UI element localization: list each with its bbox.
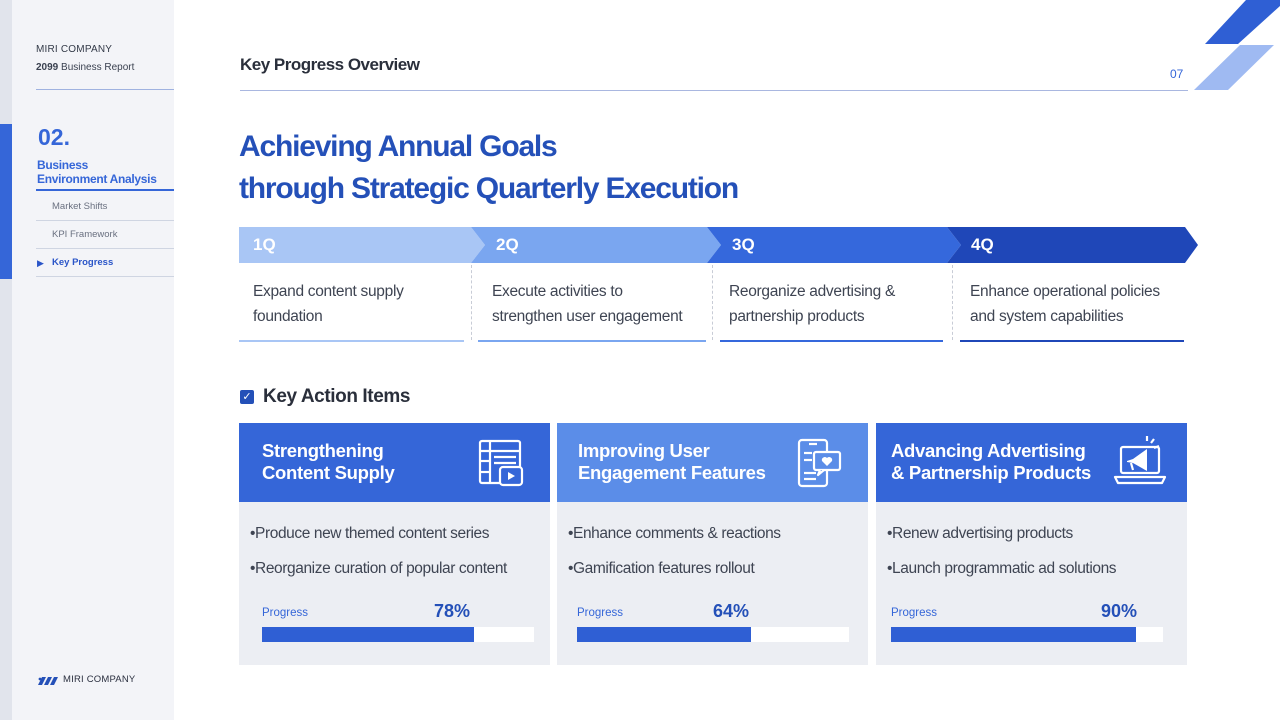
section-number: 02. — [38, 124, 70, 150]
headline-line1: Achieving Annual Goals — [239, 130, 558, 163]
sidebar: MIRI COMPANY 2099 Business Report 02. Bu… — [0, 0, 174, 720]
quarter-2-line1: Execute activities to — [492, 283, 623, 300]
action-bullet: •Gamification features rollout — [568, 560, 755, 577]
action-card-title: Advancing Advertising & Partnership Prod… — [891, 440, 1091, 484]
section-underline — [36, 189, 174, 191]
headline: Achieving Annual Goals through Strategic… — [239, 126, 739, 210]
progress-label: Progress — [891, 607, 938, 619]
brand-logo-icon — [38, 676, 58, 685]
action-card-header: Improving User Engagement Features — [557, 423, 868, 502]
sidebar-item-key-progress[interactable]: ▶ Key Progress — [36, 249, 174, 277]
sidebar-accent-bar — [0, 124, 12, 279]
quarter-2-arrow — [471, 227, 721, 263]
sidebar-item-label: KPI Framework — [52, 229, 118, 240]
action-card-title: Strengthening Content Supply — [262, 440, 395, 484]
action-bullet: •Enhance comments & reactions — [568, 525, 781, 542]
section-title-line1: Business — [37, 158, 88, 172]
quarter-2-underline — [478, 340, 706, 342]
action-bullet: •Reorganize curation of popular content — [250, 560, 507, 577]
progress-bar — [577, 627, 849, 642]
sidebar-item-label: Key Progress — [52, 257, 114, 268]
action-card-title-line1: Advancing Advertising — [891, 440, 1086, 461]
action-card-content-supply: Strengthening Content Supply •Produce ne… — [239, 423, 550, 665]
megaphone-laptop-icon — [1113, 436, 1167, 485]
quarter-2-label: 2Q — [496, 235, 519, 254]
quarter-1-line1: Expand content supply — [253, 283, 404, 300]
checkbox-icon: ✓ — [240, 390, 254, 404]
page-number: 07 — [1170, 67, 1184, 81]
progress-bar — [262, 627, 534, 642]
action-bullet: •Renew advertising products — [887, 525, 1073, 542]
progress-label: Progress — [262, 607, 309, 619]
header-divider — [240, 90, 1188, 91]
quarter-1-underline — [239, 340, 464, 342]
quarter-2-description: Execute activities to strengthen user en… — [492, 279, 683, 329]
quarter-4-label: 4Q — [971, 235, 994, 254]
play-arrow-icon: ▶ — [37, 258, 44, 268]
quarter-4-line2: and system capabilities — [970, 308, 1124, 325]
headline-line2: through Strategic Quarterly Execution — [239, 172, 739, 205]
key-actions-title: Key Action Items — [263, 386, 411, 407]
progress-value: 78% — [434, 601, 471, 621]
action-card-title: Improving User Engagement Features — [578, 440, 766, 484]
quarter-4-line1: Enhance operational policies — [970, 283, 1160, 300]
quarter-3-line1: Reorganize advertising & — [729, 283, 895, 300]
action-bullet: •Launch programmatic ad solutions — [887, 560, 1117, 577]
company-name: MIRI COMPANY — [36, 44, 113, 55]
content-grid-icon — [478, 439, 524, 487]
quarter-divider — [471, 265, 472, 340]
quarter-3-arrow — [707, 227, 961, 263]
action-card-header: Strengthening Content Supply — [239, 423, 550, 502]
sidebar-divider — [36, 89, 174, 90]
action-card-user-engagement: Improving User Engagement Features •Enha… — [557, 423, 868, 665]
section-title[interactable]: Business Environment Analysis — [37, 158, 177, 186]
progress-bar-fill — [891, 627, 1136, 642]
quarter-timeline — [239, 227, 1198, 263]
sidebar-item-market-shifts[interactable]: Market Shifts — [36, 193, 174, 221]
brand-footer: MIRI COMPANY — [38, 674, 135, 685]
report-label: Business Report — [61, 62, 135, 73]
action-card-title-line2: & Partnership Products — [891, 462, 1092, 483]
action-card-title-line2: Engagement Features — [578, 462, 766, 483]
action-card-header: Advancing Advertising & Partnership Prod… — [876, 423, 1187, 502]
quarter-2-line2: strengthen user engagement — [492, 308, 683, 325]
quarter-1-label: 1Q — [253, 235, 276, 254]
sidebar-edge — [0, 0, 12, 720]
action-card-title-line1: Improving User — [578, 440, 710, 461]
action-card-title-line1: Strengthening — [262, 440, 384, 461]
corner-decoration — [1194, 0, 1280, 90]
action-bullet: •Produce new themed content series — [250, 525, 490, 542]
report-title: 2099 Business Report — [36, 62, 134, 73]
quarter-divider — [952, 265, 953, 340]
quarter-3-description: Reorganize advertising & partnership pro… — [729, 279, 895, 329]
quarter-1-description: Expand content supply foundation — [253, 279, 404, 329]
sidebar-item-kpi-framework[interactable]: KPI Framework — [36, 221, 174, 249]
action-card-advertising: Advancing Advertising & Partnership Prod… — [876, 423, 1187, 665]
progress-bar-fill — [577, 627, 752, 642]
brand-name: MIRI COMPANY — [63, 674, 136, 685]
phone-heart-icon — [797, 438, 842, 488]
page-title: Key Progress Overview — [240, 55, 420, 74]
quarter-4-description: Enhance operational policies and system … — [970, 279, 1160, 329]
section-title-line2: Environment Analysis — [37, 172, 157, 186]
quarter-3-underline — [720, 340, 943, 342]
quarter-1-arrow — [239, 227, 485, 263]
progress-label: Progress — [577, 607, 624, 619]
sidebar-item-label: Market Shifts — [52, 201, 108, 212]
quarter-divider — [712, 265, 713, 340]
report-year: 2099 — [36, 62, 59, 73]
quarter-4-underline — [960, 340, 1184, 342]
progress-bar — [891, 627, 1163, 642]
progress-value: 64% — [713, 601, 750, 621]
progress-bar-fill — [262, 627, 475, 642]
progress-value: 90% — [1101, 601, 1138, 621]
quarter-1-line2: foundation — [253, 308, 323, 325]
quarter-4-arrow — [947, 227, 1198, 263]
quarter-3-line2: partnership products — [729, 308, 865, 325]
action-card-title-line2: Content Supply — [262, 462, 395, 483]
quarter-3-label: 3Q — [732, 235, 755, 254]
